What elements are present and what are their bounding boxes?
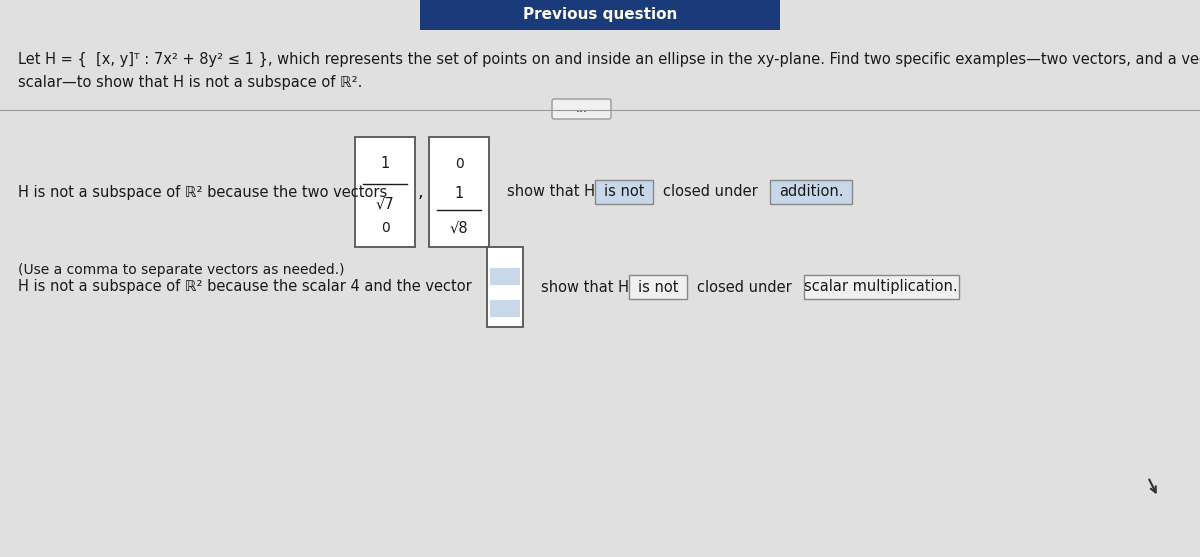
- Text: show that H: show that H: [541, 280, 629, 295]
- Text: scalar multiplication.: scalar multiplication.: [804, 280, 958, 295]
- Text: H is not a subspace of ℝ² because the scalar 4 and the vector: H is not a subspace of ℝ² because the sc…: [18, 280, 472, 295]
- Text: H is not a subspace of ℝ² because the two vectors: H is not a subspace of ℝ² because the tw…: [18, 184, 388, 199]
- FancyBboxPatch shape: [552, 99, 611, 119]
- Text: scalar—to show that H is not a subspace of ℝ².: scalar—to show that H is not a subspace …: [18, 75, 362, 90]
- Text: Previous question: Previous question: [523, 7, 677, 22]
- Text: 1: 1: [455, 187, 463, 202]
- FancyBboxPatch shape: [355, 137, 415, 247]
- FancyBboxPatch shape: [430, 137, 490, 247]
- Text: 1: 1: [380, 157, 390, 172]
- Text: √7: √7: [376, 197, 395, 212]
- FancyBboxPatch shape: [490, 268, 520, 285]
- Text: 0: 0: [380, 221, 389, 235]
- FancyBboxPatch shape: [770, 180, 852, 204]
- FancyBboxPatch shape: [804, 275, 959, 299]
- FancyBboxPatch shape: [420, 0, 780, 30]
- Text: ,: ,: [418, 183, 424, 201]
- Text: 0: 0: [455, 157, 463, 171]
- Text: is not: is not: [637, 280, 678, 295]
- Text: ...: ...: [576, 102, 588, 115]
- Text: √8: √8: [450, 221, 468, 236]
- Text: addition.: addition.: [779, 184, 844, 199]
- Text: closed under: closed under: [697, 280, 792, 295]
- Text: Let H = {  [x, y]ᵀ : 7x² + 8y² ≤ 1 }, which represents the set of points on and : Let H = { [x, y]ᵀ : 7x² + 8y² ≤ 1 }, whi…: [18, 52, 1200, 67]
- Text: is not: is not: [604, 184, 644, 199]
- FancyBboxPatch shape: [629, 275, 686, 299]
- Text: show that H: show that H: [508, 184, 595, 199]
- FancyBboxPatch shape: [487, 247, 523, 327]
- FancyBboxPatch shape: [490, 300, 520, 317]
- Text: closed under: closed under: [662, 184, 757, 199]
- Text: (Use a comma to separate vectors as needed.): (Use a comma to separate vectors as need…: [18, 263, 344, 277]
- FancyBboxPatch shape: [595, 180, 653, 204]
